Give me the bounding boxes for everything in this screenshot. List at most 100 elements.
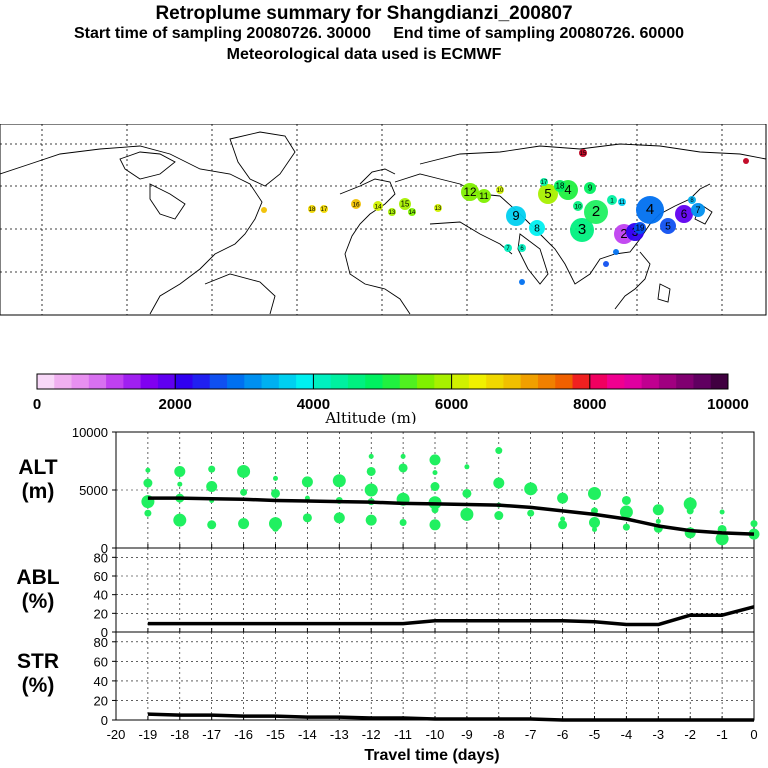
- altitude-cluster-point: [460, 507, 474, 521]
- altitude-cluster-point: [206, 481, 218, 493]
- colorbar-cell: [641, 374, 660, 389]
- altitude-cluster-point: [208, 465, 216, 473]
- colorbar-tick-label: 6000: [435, 396, 468, 413]
- altitude-cluster-point: [462, 488, 472, 498]
- plume-cluster: [603, 261, 609, 267]
- colorbar-cell: [244, 374, 263, 389]
- colorbar-cell: [157, 374, 176, 389]
- plume-day-label: 5: [544, 186, 551, 201]
- plume-cluster: [688, 196, 696, 204]
- colorbar-tick-label: 2000: [159, 396, 192, 413]
- plume-cluster: [540, 178, 548, 186]
- plume-day-label: 7: [695, 205, 700, 215]
- x-tick-label: -1: [716, 727, 728, 742]
- plume-cluster: [461, 183, 479, 201]
- colorbar-cell: [175, 374, 193, 389]
- altitude-cluster-point: [333, 512, 345, 524]
- plume-day-label: 15: [580, 151, 587, 157]
- colorbar-cell: [624, 374, 643, 389]
- colorbar-tick-label: 10000: [707, 396, 749, 413]
- altitude-cluster-point: [144, 509, 152, 517]
- altitude-cluster-point: [719, 509, 725, 515]
- y-tick-label: 40: [94, 588, 108, 603]
- altitude-cluster-point: [145, 467, 151, 473]
- colorbar-tick-label: 4000: [297, 396, 330, 413]
- altitude-cluster-point: [365, 514, 377, 526]
- colorbar-cell: [658, 374, 677, 389]
- y-tick-label: 20: [94, 606, 108, 621]
- colorbar-cell: [572, 374, 591, 389]
- y-tick-label: 80: [94, 550, 108, 565]
- altitude-cluster-point: [560, 516, 566, 522]
- plume-day-label: 17: [321, 207, 328, 213]
- y-tick-label: 0: [101, 541, 108, 556]
- altitude-cluster-point: [495, 447, 503, 455]
- abl-panel-label: ABL (%): [16, 566, 60, 613]
- colorbar-cell: [54, 374, 73, 389]
- plume-day-label: 1: [610, 197, 614, 204]
- plume-day-label: 2: [620, 226, 627, 241]
- altitude-cluster-point: [237, 464, 251, 478]
- str-series-line: [147, 712, 754, 722]
- plume-day-label: 9: [512, 208, 519, 223]
- plume-cluster: [477, 189, 491, 203]
- x-tick-label: -10: [426, 727, 445, 742]
- plume-day-label: 3: [632, 226, 639, 239]
- colorbar-label: Altitude (m): [324, 409, 416, 424]
- plume-cluster: [573, 201, 583, 211]
- colorbar-cell: [555, 374, 574, 389]
- plume-day-label: 7: [506, 246, 510, 252]
- map-gridlines: [0, 124, 766, 315]
- plume-cluster: [519, 279, 525, 285]
- colorbar-cell: [434, 374, 453, 389]
- y-tick-label: 0: [101, 713, 108, 728]
- x-tick-label: -16: [234, 727, 253, 742]
- x-axis-label: Travel time (days): [364, 747, 499, 764]
- x-tick-label: -3: [653, 727, 665, 742]
- x-tick-label: -2: [684, 727, 696, 742]
- altitude-cluster-point: [273, 475, 278, 481]
- plume-day-label: 4: [564, 182, 571, 197]
- altitude-cluster-point: [493, 477, 505, 489]
- plume-day-label: 12: [463, 186, 476, 199]
- altitude-cluster-point: [332, 474, 346, 488]
- plume-day-label: 14: [374, 203, 382, 210]
- plume-cluster: [320, 205, 328, 213]
- altitude-cluster-point: [589, 516, 600, 528]
- plume-cluster: [529, 220, 545, 236]
- x-tick-label: -14: [298, 727, 317, 742]
- plume-cluster: [636, 196, 664, 224]
- plume-cluster: [607, 195, 617, 205]
- x-tick-label: -4: [621, 727, 633, 742]
- y-tick-label: 20: [94, 693, 108, 708]
- colorbar-cell: [313, 374, 332, 389]
- plume-day-label: 6: [681, 208, 688, 221]
- plume-day-label: 3: [578, 221, 586, 238]
- plume-cluster: [584, 182, 596, 194]
- y-tick-label: 10000: [72, 425, 108, 440]
- plume-day-label: 18: [556, 182, 565, 191]
- altitude-cluster-point: [557, 492, 569, 504]
- altitude-cluster-point: [143, 478, 153, 488]
- altitude-cluster-point: [429, 519, 441, 531]
- map-frame: [0, 124, 767, 316]
- plume-cluster: [554, 180, 566, 192]
- str-panel-label: STR (%): [17, 650, 59, 697]
- colorbar-cell: [106, 374, 124, 389]
- x-tick-label: -20: [107, 727, 126, 742]
- altitude-cluster-point: [655, 518, 661, 524]
- chart-title: Retroplume summary for Shangdianzi_20080…: [155, 3, 573, 24]
- altitude-cluster-point: [619, 505, 633, 519]
- y-tick-label: 60: [94, 569, 108, 584]
- altitude-cluster-point: [622, 523, 630, 531]
- y-tick-label: 0: [101, 625, 108, 640]
- altitude-cluster-point: [527, 509, 535, 517]
- x-tick-label: -13: [330, 727, 349, 742]
- altitude-cluster-point: [399, 518, 407, 526]
- plume-cluster: [373, 201, 383, 211]
- altitude-cluster-point: [494, 511, 504, 521]
- colorbar-cell: [209, 374, 228, 389]
- plume-day-label: 18: [309, 207, 316, 213]
- colorbar-tick-label: 8000: [573, 396, 606, 413]
